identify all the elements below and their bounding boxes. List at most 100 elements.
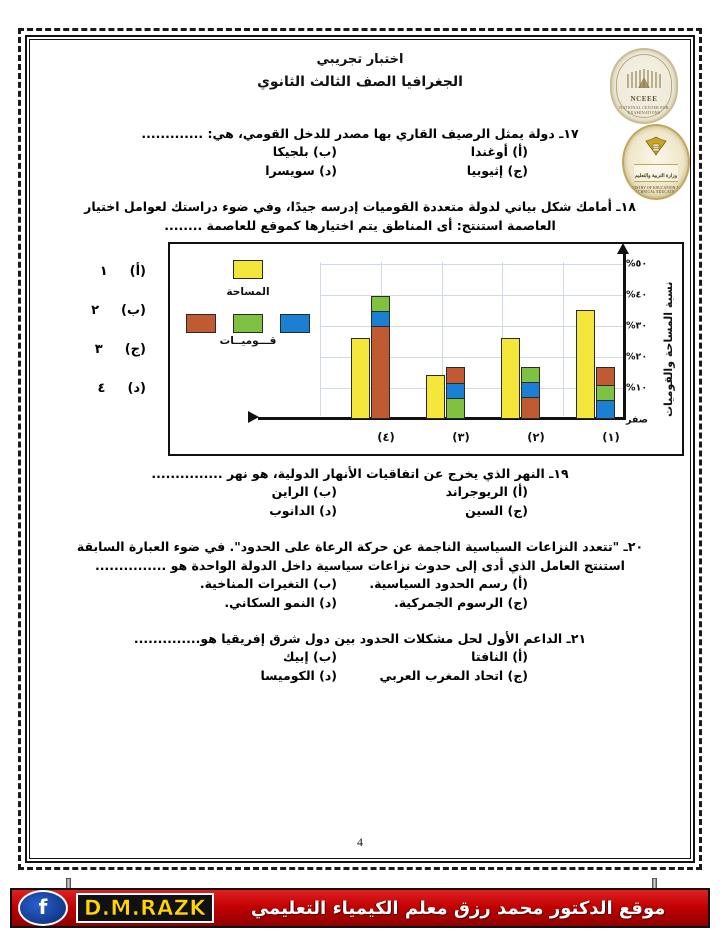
question-19-option-a[interactable]: (أ) الريوجراند [445, 484, 528, 499]
page-header: NCEEE NATIONAL CENTER FOR EXAMINATIONS ا… [36, 44, 690, 200]
bar-area-1 [576, 309, 595, 419]
bar-segment-blue [371, 310, 390, 327]
bar-segment-green [371, 295, 390, 312]
chart-inner: نسبة المساحة والقوميات صفر %١٠ %٢٠ %٣٠ %… [170, 242, 682, 454]
chart-xtick-2: (٢) [527, 429, 545, 444]
question-19: ١٩ـ النهر الذي يخرج عن اتفاقيات الأنهار … [36, 464, 684, 521]
question-17-option-d[interactable]: (د) سويسرا [265, 163, 337, 179]
gridline-h [320, 356, 624, 358]
decorative-border-inner [25, 35, 695, 863]
question-18-option-d[interactable]: (د) ٤ [36, 381, 168, 396]
gridline-v [320, 261, 321, 416]
chart-xtick-1: (١) [602, 429, 620, 444]
spacer [36, 523, 684, 537]
bar-group-3 [426, 244, 465, 419]
decorative-border-inner-thin [29, 39, 691, 859]
chart-ytick-0: صفر [626, 414, 648, 426]
bar-segment-brown [521, 396, 540, 419]
bar-group-1 [576, 244, 615, 419]
exam-title-block: اختبار تجريبي الجغرافيا الصف الثالث الثا… [36, 52, 684, 90]
bar-nationalities-3 [446, 366, 465, 419]
question-18-option-a-letter: (أ) [129, 263, 146, 279]
question-20: ٢٠ـ "تتعدد النزاعات السياسية الناجمة عن … [36, 537, 684, 613]
question-21-options-right: (أ) النافتا (ج) اتحاد المغرب العربي [343, 648, 568, 686]
question-21-option-a[interactable]: (أ) النافتا [471, 649, 528, 665]
question-19-option-d[interactable]: (د) الدانوب [269, 502, 337, 518]
facebook-icon[interactable]: f [18, 890, 68, 926]
facebook-glyph: f [38, 895, 48, 919]
ministry-of-education-seal-logo: وزارة التربية والتعليم MINISTRY OF EDUCA… [622, 124, 690, 200]
question-20-option-c[interactable]: (ج) الرسوم الجمركية. [393, 595, 528, 610]
question-18-option-c-letter: (ج) [124, 341, 146, 357]
question-18-option-b-letter: (ب) [121, 302, 146, 318]
question-17-option-c[interactable]: (ج) إثيوبيا [466, 163, 528, 179]
ministry-seal-band-label: وزارة التربية والتعليم [634, 174, 678, 179]
question-18-option-c[interactable]: (ج) ٣ [36, 342, 168, 357]
spacer [36, 615, 684, 629]
page-content: NCEEE NATIONAL CENTER FOR EXAMINATIONS ا… [36, 44, 690, 856]
question-17-options-right: (أ) أوغندا (ج) إثيوبيا [343, 143, 568, 181]
question-21-option-d[interactable]: (د) الكوميسا [260, 667, 337, 683]
question-20-option-a[interactable]: (أ) رسم الحدود السياسية. [369, 576, 528, 592]
chart-ytick-50: %٥٠ [626, 258, 648, 270]
bar-segment-brown [446, 366, 465, 384]
question-17-option-b[interactable]: (ب) بلجيكا [272, 144, 337, 160]
brand-arabic-label: موقع الدكتور محمد رزق معلم الكيمياء التع… [250, 897, 666, 919]
footer-bar: f D.M.RAZK موقع الدكتور محمد رزق معلم ال… [10, 888, 710, 928]
question-21-option-c[interactable]: (ج) اتحاد المغرب العربي [379, 667, 529, 683]
seal-ring [616, 54, 672, 118]
bar-segment-brown [371, 325, 390, 419]
legend-nationalities-swatches [186, 313, 310, 333]
chart-y-tick-labels: صفر %١٠ %٢٠ %٣٠ %٤٠ %٥٠ [626, 244, 660, 454]
legend-swatch-area [233, 259, 263, 279]
seal-band [634, 164, 678, 182]
footer-banner: f D.M.RAZK موقع الدكتور محمد رزق معلم ال… [0, 878, 720, 932]
question-17-option-a[interactable]: (أ) أوغندا [470, 144, 528, 160]
question-20-option-d[interactable]: (د) النمو السكاني. [224, 595, 337, 610]
question-19-stem: ١٩ـ النهر الذي يخرج عن اتفاقيات الأنهار … [151, 465, 569, 481]
question-20-stem-line2: استنتج العامل الذي أدى إلى حدوث نزاعات س… [95, 557, 625, 573]
question-20-options-left: (ب) التغيرات المناخية. (د) النمو السكاني… [152, 575, 343, 613]
bar-segment-area [426, 374, 445, 419]
bar-area-4 [351, 337, 370, 419]
eagle-emblem-icon [645, 136, 667, 156]
legend-label-nationalities: قـــوميــات [219, 334, 277, 347]
gridline-h [320, 325, 624, 327]
chart-x-tick-labels: (١) (٢) (٣) (٤) [320, 424, 623, 444]
bar-segment-green [596, 384, 615, 401]
bar-nationalities-2 [521, 366, 540, 419]
chart-xtick-3: (٣) [452, 429, 470, 444]
spacer [36, 456, 684, 464]
question-17: ١٧ـ دولة يمثل الرصيف القاري بها مصدر للد… [36, 124, 684, 181]
bar-segment-area [351, 337, 370, 419]
gridline-v [441, 261, 443, 416]
chart-xtick-4: (٤) [377, 429, 395, 444]
decorative-border-outer [18, 28, 702, 870]
question-18-option-b-value: ٢ [91, 302, 100, 318]
chart-legend: المساحة قـــوميــات [186, 259, 310, 347]
chart-ytick-30: %٣٠ [626, 320, 648, 332]
question-18-option-c-value: ٣ [94, 341, 103, 357]
question-18: ١٨ـ أمامك شكل بياني لدولة متعددة القوميا… [36, 197, 684, 236]
bar-segment-green [446, 397, 465, 419]
question-19-option-b[interactable]: (ب) الراين [271, 484, 337, 499]
spacer [36, 183, 684, 197]
bar-area-2 [501, 337, 520, 419]
question-21-stem: ٢١ـ الداعم الأول لحل مشكلات الحدود بين د… [133, 630, 587, 646]
question-18-option-a[interactable]: (أ) ١ [36, 264, 168, 279]
bar-segment-area [501, 337, 520, 419]
question-21-option-b[interactable]: (ب) إبيك [282, 649, 337, 665]
ministry-seal-arc-label: MINISTRY OF EDUCATION AND TECHNICAL EDUC… [627, 186, 685, 194]
question-18-option-a-value: ١ [99, 263, 108, 279]
question-19-option-c[interactable]: (ج) السين [465, 502, 528, 518]
page-number: 4 [357, 835, 363, 849]
question-20-option-b[interactable]: (ب) التغيرات المناخية. [199, 576, 337, 592]
chart-container: نسبة المساحة والقوميات صفر %١٠ %٢٠ %٣٠ %… [168, 241, 684, 456]
bar-segment-brown [596, 366, 615, 386]
chart-ytick-20: %٢٠ [626, 351, 648, 363]
question-18-option-b[interactable]: (ب) ٢ [36, 303, 168, 318]
nceee-seal-sublabel: NATIONAL CENTER FOR EXAMINATIONS [619, 105, 669, 115]
bar-nationalities-4 [371, 295, 390, 419]
question-21-options: (أ) النافتا (ج) اتحاد المغرب العربي (ب) … [36, 648, 684, 686]
